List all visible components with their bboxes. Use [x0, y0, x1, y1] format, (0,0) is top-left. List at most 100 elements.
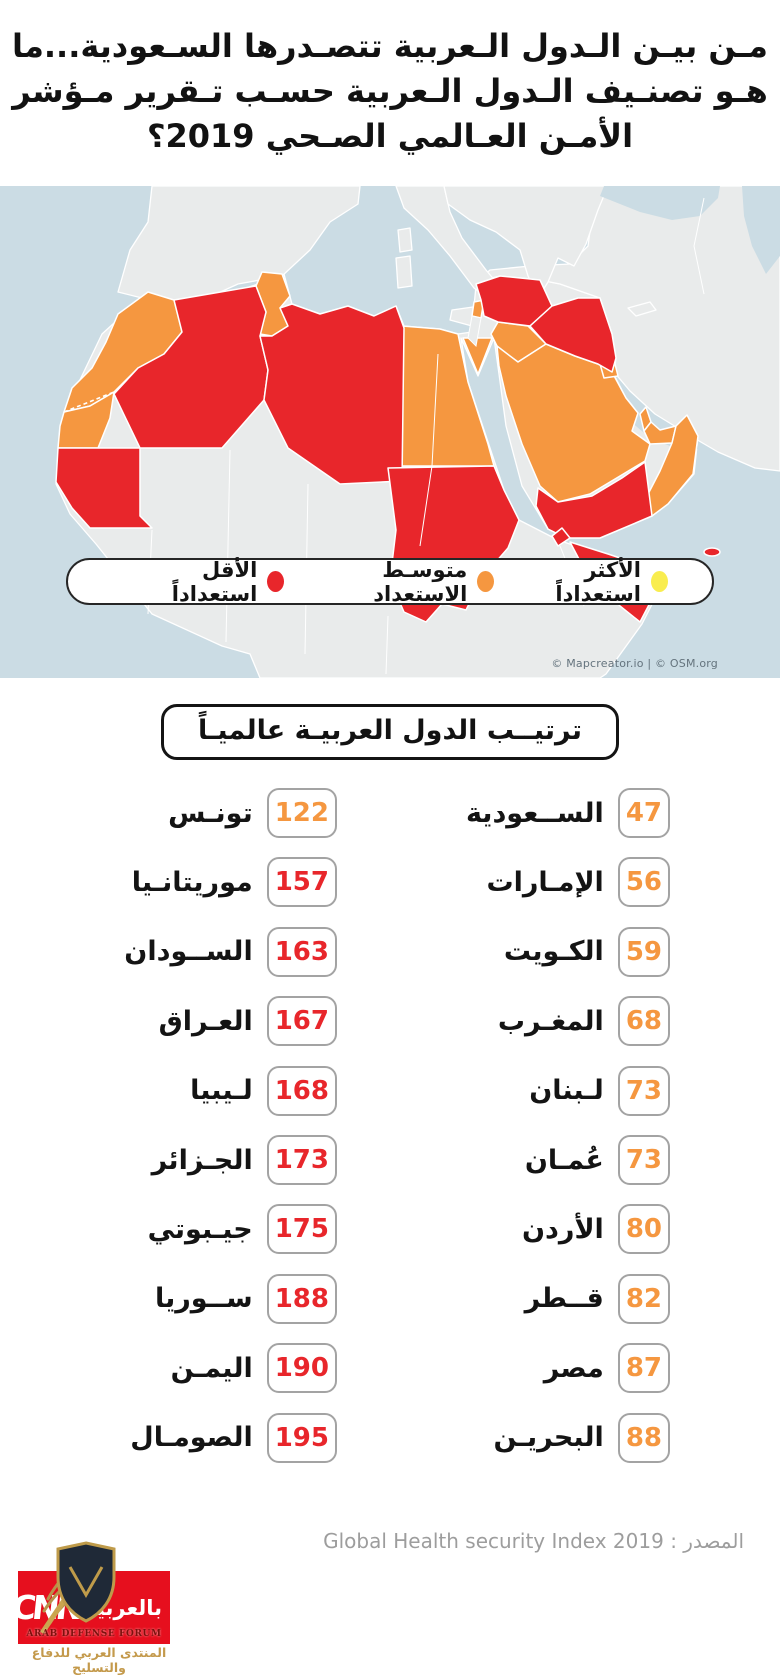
rank-row: 73 عُمـان	[466, 1125, 670, 1194]
rank-number: 122	[274, 798, 329, 829]
source-text: 2019 Global Health security Index	[323, 1529, 664, 1553]
rank-number: 167	[274, 1006, 329, 1037]
rank-row: 190 اليمـن	[124, 1334, 337, 1403]
country-name: المغـرب	[497, 1005, 604, 1037]
rank-number: 175	[274, 1214, 329, 1245]
cnn-arabic-logo-watermarked: بالعربية CNN ARAB DEFENSE FORUM المنتدى …	[10, 1537, 192, 1675]
rank-badge: 73	[617, 1135, 670, 1186]
rank-badge: 68	[617, 996, 670, 1047]
rank-badge: 56	[617, 857, 670, 908]
country-name: البحريـن	[493, 1422, 604, 1454]
map-island-cyprus	[627, 301, 657, 318]
country-name: لـبنان	[529, 1075, 604, 1107]
legend-label: الأقل استعداداً	[171, 557, 258, 606]
country-name: ســوريا	[154, 1283, 253, 1315]
rank-number: 190	[274, 1353, 329, 1384]
rank-badge: 175	[266, 1204, 337, 1255]
legend-label: متوسـط الاستعداد	[373, 557, 468, 606]
legend-dot-icon	[651, 571, 668, 593]
ranking-list: 47 الســعودية 56 الإمـارات 59 الكـويت 68…	[0, 778, 780, 1478]
rank-number: 188	[274, 1283, 329, 1314]
rank-number: 87	[625, 1353, 662, 1384]
legend-item: متوسـط الاستعداد	[284, 557, 495, 606]
rank-number: 73	[625, 1075, 662, 1106]
legend-item: الأقل استعداداً	[112, 557, 285, 606]
legend-dot-icon	[267, 571, 285, 593]
rank-number: 47	[625, 798, 662, 829]
rank-number: 173	[274, 1145, 329, 1176]
rank-number: 82	[625, 1283, 662, 1314]
source-label: المصدر :	[670, 1529, 744, 1553]
map-country-libya	[259, 303, 405, 486]
country-name: الإمـارات	[486, 866, 604, 898]
rank-row: 73 لـبنان	[466, 1056, 670, 1125]
rank-badge: 73	[617, 1065, 670, 1116]
rank-badge: 168	[266, 1065, 337, 1116]
arab-defense-forum-shield-icon	[40, 1541, 116, 1635]
rank-badge: 167	[266, 996, 337, 1047]
legend-item: الأكثر استعداداً	[494, 558, 668, 606]
country-name: الأردن	[522, 1213, 604, 1245]
rank-number: 68	[625, 1006, 662, 1037]
map-black-sea	[600, 186, 720, 221]
legend-dot-icon	[477, 571, 495, 593]
rank-row: 82 قــطر	[466, 1264, 670, 1333]
country-name: قــطر	[524, 1283, 604, 1315]
rank-row: 195 الصومـال	[124, 1403, 337, 1472]
footer: بالعربية CNN ARAB DEFENSE FORUM المنتدى …	[0, 1473, 780, 1675]
map-country-iraq	[529, 297, 617, 374]
rank-badge: 195	[266, 1412, 337, 1463]
mena-choropleth-map: الأكثر استعداداً متوسـط الاستعداد الأقل …	[0, 186, 780, 679]
rank-row: 47 الســعودية	[466, 778, 670, 847]
country-name: مصر	[543, 1352, 604, 1384]
rank-row: 122 تونـس	[124, 778, 337, 847]
rank-badge: 47	[617, 788, 670, 839]
map-caspian-sea	[742, 186, 780, 275]
map-copyright: © Mapcreator.io | © OSM.org	[551, 657, 718, 671]
country-name: عُمـان	[524, 1144, 604, 1176]
map-island-socotra	[703, 547, 721, 558]
rank-number: 59	[625, 936, 662, 967]
title-line-3: الأمـن العـالمي الصـحي 2019؟	[146, 116, 634, 155]
rank-badge: 122	[266, 788, 337, 839]
country-name: الجـزائر	[151, 1144, 253, 1176]
map-country-mauritania	[55, 447, 153, 530]
country-name: الســعودية	[465, 797, 604, 829]
rank-badge: 188	[266, 1273, 337, 1324]
rank-row: 163 الســودان	[124, 917, 337, 986]
rank-number: 73	[625, 1145, 662, 1176]
rank-number: 88	[625, 1422, 662, 1453]
rank-number: 168	[274, 1075, 329, 1106]
rank-number: 195	[274, 1422, 329, 1453]
rank-badge: 173	[266, 1135, 337, 1186]
rank-badge: 163	[266, 926, 337, 977]
rank-row: 80 الأردن	[466, 1195, 670, 1264]
map-country-oman	[645, 414, 699, 518]
rank-number: 56	[625, 867, 662, 898]
rank-row: 188 ســوريا	[124, 1264, 337, 1333]
legend-label: الأكثر استعداداً	[555, 557, 641, 606]
ranking-column-top10: 47 الســعودية 56 الإمـارات 59 الكـويت 68…	[466, 778, 670, 1472]
source-credit: المصدر : 2019 Global Health security Ind…	[323, 1529, 744, 1553]
rank-row: 56 الإمـارات	[466, 848, 670, 917]
rank-badge: 59	[617, 926, 670, 977]
map-country-western-sahara	[57, 391, 115, 450]
rank-row: 168 لـيبيا	[124, 1056, 337, 1125]
map-dashed-border	[63, 391, 115, 414]
rank-number: 163	[274, 936, 329, 967]
page-title: مـن بيـن الـدول الـعربية تتصـدرها السـعو…	[0, 0, 780, 158]
rank-badge: 157	[266, 857, 337, 908]
country-name: جيـبوتي	[147, 1213, 253, 1245]
rank-number: 80	[625, 1214, 662, 1245]
rank-row: 157 موريتانـيا	[124, 848, 337, 917]
rank-badge: 88	[617, 1412, 670, 1463]
forum-name-ar: المنتدى العربي للدفاع والتسليح	[31, 1645, 167, 1675]
country-name: الســودان	[124, 936, 253, 968]
country-name: الصومـال	[130, 1422, 253, 1454]
section-title: ترتيــب الدول العربيـة عالميـاً	[161, 704, 619, 761]
map-country-algeria	[113, 285, 269, 450]
rank-badge: 82	[617, 1273, 670, 1324]
rank-number: 157	[274, 867, 329, 898]
rank-row: 167 العـراق	[124, 987, 337, 1056]
